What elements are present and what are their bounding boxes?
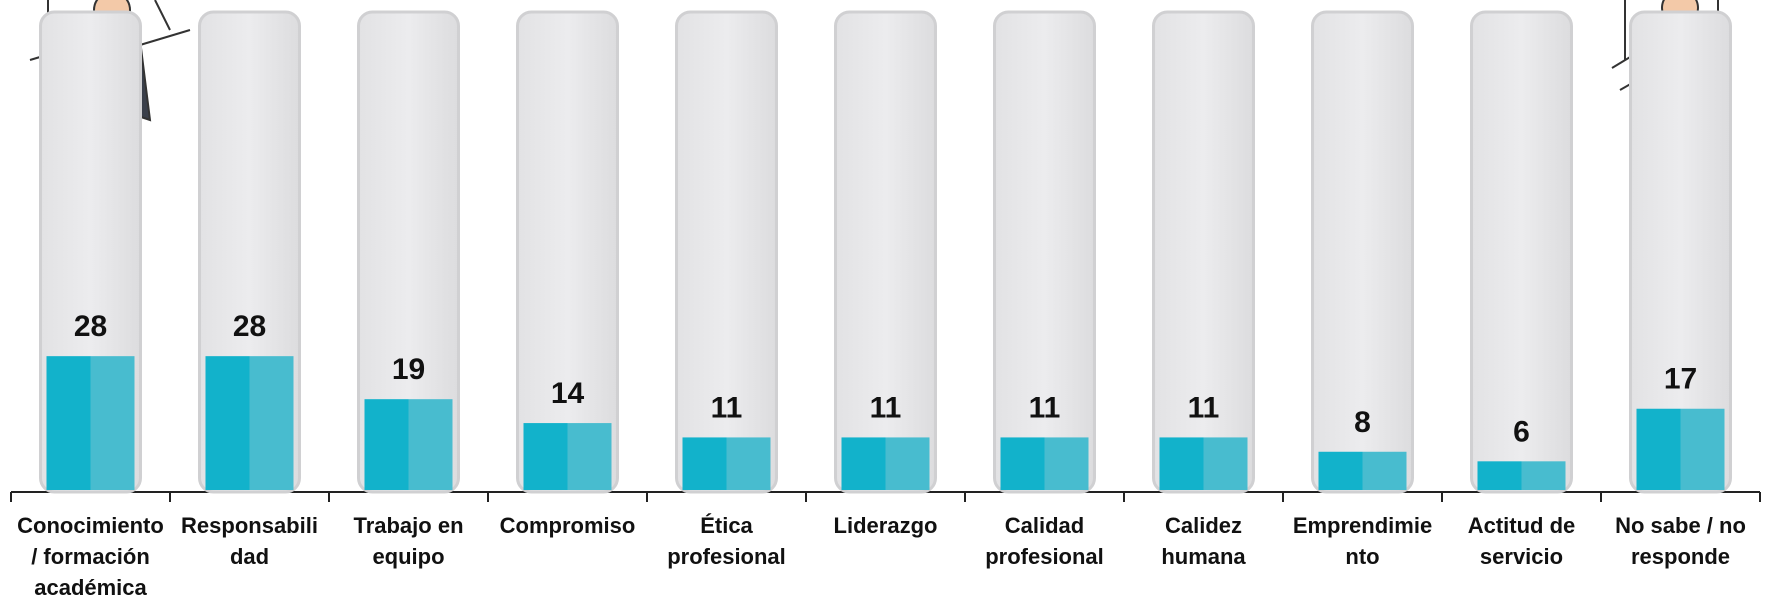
- tube: [834, 10, 937, 494]
- bar: [1000, 437, 1089, 490]
- tube: [1311, 10, 1414, 494]
- tube: [675, 10, 778, 494]
- bar: [1636, 408, 1725, 490]
- tube: [1152, 10, 1255, 494]
- bar: [1477, 461, 1566, 490]
- x-tick-label: Calidad profesional: [985, 513, 1104, 569]
- x-tick-label: No sabe / no responde: [1615, 513, 1746, 569]
- bar: [364, 399, 453, 490]
- bar: [682, 437, 771, 490]
- bar: [46, 356, 135, 490]
- value-label: 11: [1188, 391, 1220, 424]
- value-label: 11: [711, 391, 743, 424]
- x-tick-label: Compromiso: [499, 513, 636, 538]
- tube: [516, 10, 619, 494]
- value-label: 11: [870, 391, 902, 424]
- bar: [1159, 437, 1248, 490]
- x-tick-label: Actitud de servicio: [1467, 513, 1576, 569]
- value-label: 14: [551, 377, 585, 410]
- tube: [1629, 10, 1732, 494]
- tube: [1470, 10, 1573, 494]
- bar: [841, 437, 930, 490]
- value-label: 8: [1354, 406, 1371, 439]
- tube: [357, 10, 460, 494]
- value-label: 11: [1029, 391, 1061, 424]
- x-tick-label: Responsabilidad: [181, 513, 318, 569]
- x-tick-label: Conocimiento / formación académica: [17, 513, 164, 600]
- value-label: 6: [1513, 415, 1530, 448]
- x-tick-label: Ética profesional: [667, 513, 786, 569]
- bar: [1318, 451, 1407, 490]
- x-tick-label: Trabajo en equipo: [353, 513, 464, 569]
- x-tick-label: Emprendimiento: [1292, 513, 1433, 569]
- value-label: 17: [1664, 363, 1697, 396]
- x-tick-label: Liderazgo: [833, 513, 938, 538]
- value-label: 28: [74, 310, 107, 343]
- value-label: 28: [233, 310, 266, 343]
- bar: [523, 423, 612, 490]
- bar: [205, 356, 294, 490]
- value-label: 19: [392, 353, 425, 386]
- x-tick-label: Calidez humana: [1161, 513, 1246, 569]
- tube: [993, 10, 1096, 494]
